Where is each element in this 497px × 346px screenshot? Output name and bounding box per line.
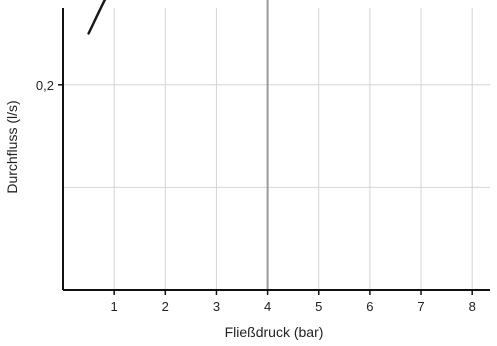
x-tick-label: 7 xyxy=(417,299,424,314)
y-axis-label: Durchfluss (l/s) xyxy=(4,100,20,193)
x-axis-label: Fließdruck (bar) xyxy=(225,324,324,340)
grid xyxy=(63,8,490,290)
axes xyxy=(58,8,490,295)
series-line xyxy=(87,0,107,35)
x-tick-label: 2 xyxy=(162,299,169,314)
x-tick-label: 8 xyxy=(469,299,476,314)
data-series xyxy=(87,0,107,35)
x-tick-label: 6 xyxy=(366,299,373,314)
x-tick-label: 1 xyxy=(111,299,118,314)
x-tick-label: 3 xyxy=(213,299,220,314)
x-tick-label: 5 xyxy=(315,299,322,314)
y-tick-label: 0,2 xyxy=(36,78,54,93)
x-tick-label: 4 xyxy=(264,299,271,314)
reference-guides xyxy=(266,0,269,290)
